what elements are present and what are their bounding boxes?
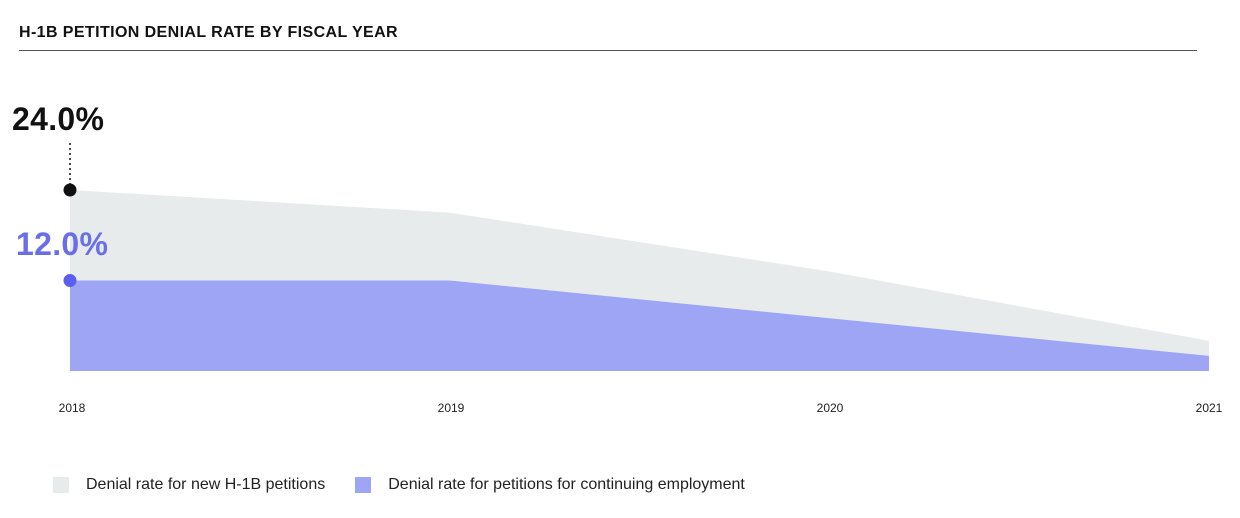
area-continuing-employment — [70, 280, 1209, 371]
marker-continuing-employment-2018 — [63, 274, 77, 287]
legend-swatch-continuing-employment — [355, 477, 372, 493]
x-tick-label: 2019 — [437, 401, 465, 415]
legend-label-continuing-employment: Denial rate for petitions for continuing… — [388, 476, 745, 493]
title-divider — [19, 50, 1197, 51]
chart-legend: Denial rate for new H-1B petitions Denia… — [53, 476, 775, 494]
legend-item-new-petitions: Denial rate for new H-1B petitions — [53, 476, 325, 494]
x-tick-label: 2021 — [1195, 401, 1223, 415]
legend-item-continuing-employment: Denial rate for petitions for continuing… — [355, 476, 745, 494]
marker-new-petitions-2018 — [63, 183, 77, 197]
x-tick-label: 2020 — [816, 401, 844, 415]
chart-title: H-1B PETITION DENIAL RATE BY FISCAL YEAR — [19, 24, 399, 41]
continuing-employment-callout-label: 12.0% — [16, 226, 109, 262]
new-petitions-callout-label: 24.0% — [12, 101, 105, 137]
legend-label-new-petitions: Denial rate for new H-1B petitions — [86, 476, 326, 493]
legend-swatch-new-petitions — [53, 477, 69, 493]
x-tick-label: 2018 — [58, 401, 86, 415]
